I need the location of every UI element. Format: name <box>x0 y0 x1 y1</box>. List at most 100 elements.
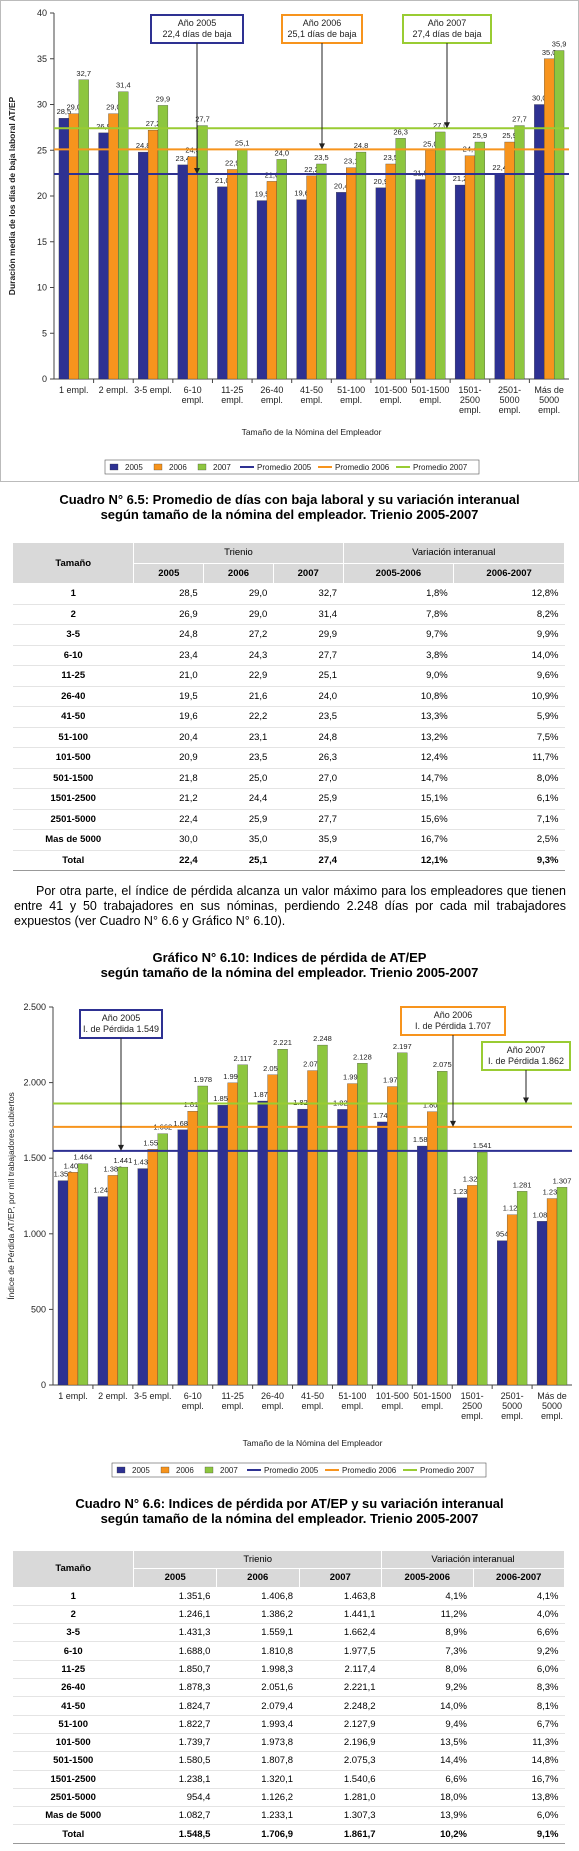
table-cell: 1.540,6 <box>299 1770 382 1789</box>
table-cell: 9,4% <box>381 1715 473 1734</box>
row-label: 41-50 <box>12 706 134 728</box>
table-row: 3-5 24,8 27,2 29,9 9,7% 9,9% <box>12 624 565 646</box>
bar <box>78 79 89 380</box>
table-cell: 1.993,4 <box>216 1715 299 1734</box>
caption: Gráfico N° 6.10: Indices de pérdida de A… <box>0 950 579 980</box>
table-row: 3-5 1.431,3 1.559,1 1.662,4 8,9% 6,6% <box>12 1623 565 1643</box>
bar <box>98 132 109 380</box>
bar <box>307 1070 318 1386</box>
bar <box>427 1111 438 1386</box>
table-cell: 27,7 <box>273 809 344 830</box>
row-label: 3-5 <box>12 624 134 646</box>
bar <box>197 1085 208 1386</box>
bar <box>108 113 119 380</box>
table-cell: 10,9% <box>453 686 565 707</box>
table-cell: 31,4 <box>273 604 344 625</box>
header-cell: 2006-2007 <box>472 1568 565 1588</box>
table-cell: 12,4% <box>343 747 454 769</box>
table-row: 501-1500 1.580,5 1.807,8 2.075,3 14,4% 14,8% <box>12 1751 565 1771</box>
caption-line: según tamaño de la nómina del empleador.… <box>100 965 479 980</box>
legend-label: Promedio 2007 <box>413 463 468 472</box>
value-label: 21,2 <box>453 174 468 183</box>
table-cell: 1.662,4 <box>299 1623 382 1643</box>
y-tick-label: 2.000 <box>23 1078 46 1088</box>
value-label: 1.851 <box>213 1094 232 1103</box>
legend-label: Promedio 2005 <box>264 1466 319 1475</box>
table-row: 101-500 20,9 23,5 26,3 12,4% 11,7% <box>12 747 565 769</box>
table-cell: 1.824,7 <box>133 1696 217 1716</box>
bar <box>397 1052 408 1386</box>
legend-label: 2005 <box>132 1466 150 1475</box>
table-cell: 26,9 <box>133 604 204 625</box>
y-tick-label: 25 <box>37 145 47 155</box>
table-cell: 2.051,6 <box>216 1678 299 1698</box>
legend-swatch <box>204 1466 214 1474</box>
legend-label: Promedio 2006 <box>342 1466 397 1475</box>
header-cell: Trienio <box>133 1549 383 1570</box>
value-label: 23,5 <box>314 153 329 162</box>
table-row: Total 1.548,5 1.706,9 1.861,7 10,2% 9,1% <box>12 1824 565 1844</box>
row-label: 101-500 <box>12 1733 134 1753</box>
bar <box>257 1100 268 1386</box>
value-label: 954 <box>496 1230 509 1239</box>
bar <box>336 192 347 380</box>
table-cell: 1.351,6 <box>133 1587 217 1606</box>
table-cell: 25,9 <box>203 809 274 830</box>
paragraph: Por otra parte, el índice de pérdida alc… <box>14 884 566 928</box>
bar <box>553 50 565 380</box>
value-label: 20,4 <box>334 181 349 190</box>
header-cell: Variación interanual <box>381 1549 565 1570</box>
y-tick-label: 30 <box>37 100 47 110</box>
table-cell: 25,1 <box>273 665 344 687</box>
caption-line: según tamaño de la nómina del empleador.… <box>100 507 479 522</box>
x-tick-label: 11-25 empl. <box>221 1391 244 1411</box>
value-label: 1.978 <box>193 1075 212 1084</box>
table-cell: 9,9% <box>453 624 565 646</box>
table-row: 11-25 1.850,7 1.998,3 2.117,4 8,0% 6,0% <box>12 1660 565 1680</box>
legend-label: 2006 <box>169 463 187 472</box>
value-label: 24,8 <box>354 141 369 150</box>
value-label: 1.320 <box>463 1174 482 1183</box>
bar <box>546 1198 558 1386</box>
table-row: 1501-2500 21,2 24,4 25,9 15,1% 6,1% <box>12 788 565 810</box>
header-cell: Tamaño <box>11 1550 135 1588</box>
x-tick-label: Más de 5000 empl. <box>534 385 564 415</box>
table-cell: 1.386,2 <box>216 1605 299 1625</box>
value-label: 30,0 <box>532 94 547 103</box>
x-tick-label: 26-40 empl. <box>260 385 284 405</box>
table-cell: 2,5% <box>453 829 565 851</box>
legend-label: Promedio 2007 <box>420 1466 475 1475</box>
table-cell: 29,0 <box>203 604 274 625</box>
arrow-head <box>444 122 450 129</box>
table-row: 2501-5000 22,4 25,9 27,7 15,6% 7,1% <box>12 809 565 830</box>
bar <box>357 1063 368 1386</box>
table-cell: 14,0% <box>381 1696 473 1716</box>
value-label: 22,9 <box>225 158 240 167</box>
row-label: Total <box>12 1824 134 1844</box>
row-label: 1501-2500 <box>12 788 134 810</box>
table-cell: 13,9% <box>381 1806 473 1826</box>
arrow-head <box>319 143 325 150</box>
table-cell: 1.441,1 <box>299 1605 382 1625</box>
value-label: 29,9 <box>156 94 171 103</box>
table-cell: 19,6 <box>133 706 204 728</box>
value-label: 1.998 <box>223 1072 242 1081</box>
value-label: 1.407 <box>64 1161 83 1170</box>
table-cell: 11,3% <box>473 1733 565 1753</box>
y-tick-label: 2.500 <box>23 1002 46 1012</box>
value-label: 1.281 <box>513 1180 532 1189</box>
table-cell: 2.075,3 <box>299 1751 382 1771</box>
y-tick-label: 1.000 <box>23 1229 46 1239</box>
table-cell: 8,2% <box>453 604 565 625</box>
row-label: 2 <box>12 604 134 625</box>
chart-loss-index: 0 500 1.000 1.500 2.000 2.500 1.352 1.246 1.431 1… <box>0 996 579 1486</box>
bar <box>464 155 476 380</box>
table-cell: 22,4 <box>133 809 204 830</box>
x-tick-label: 41-50 empl. <box>299 385 323 405</box>
table-cell: 1.807,8 <box>216 1751 299 1771</box>
table-cell: 21,6 <box>203 686 274 707</box>
value-label: 1.559 <box>143 1138 162 1147</box>
x-tick-label: 1501-2500 empl. <box>458 385 482 415</box>
y-tick-label: 0 <box>42 374 47 384</box>
row-label: 11-25 <box>12 665 134 687</box>
